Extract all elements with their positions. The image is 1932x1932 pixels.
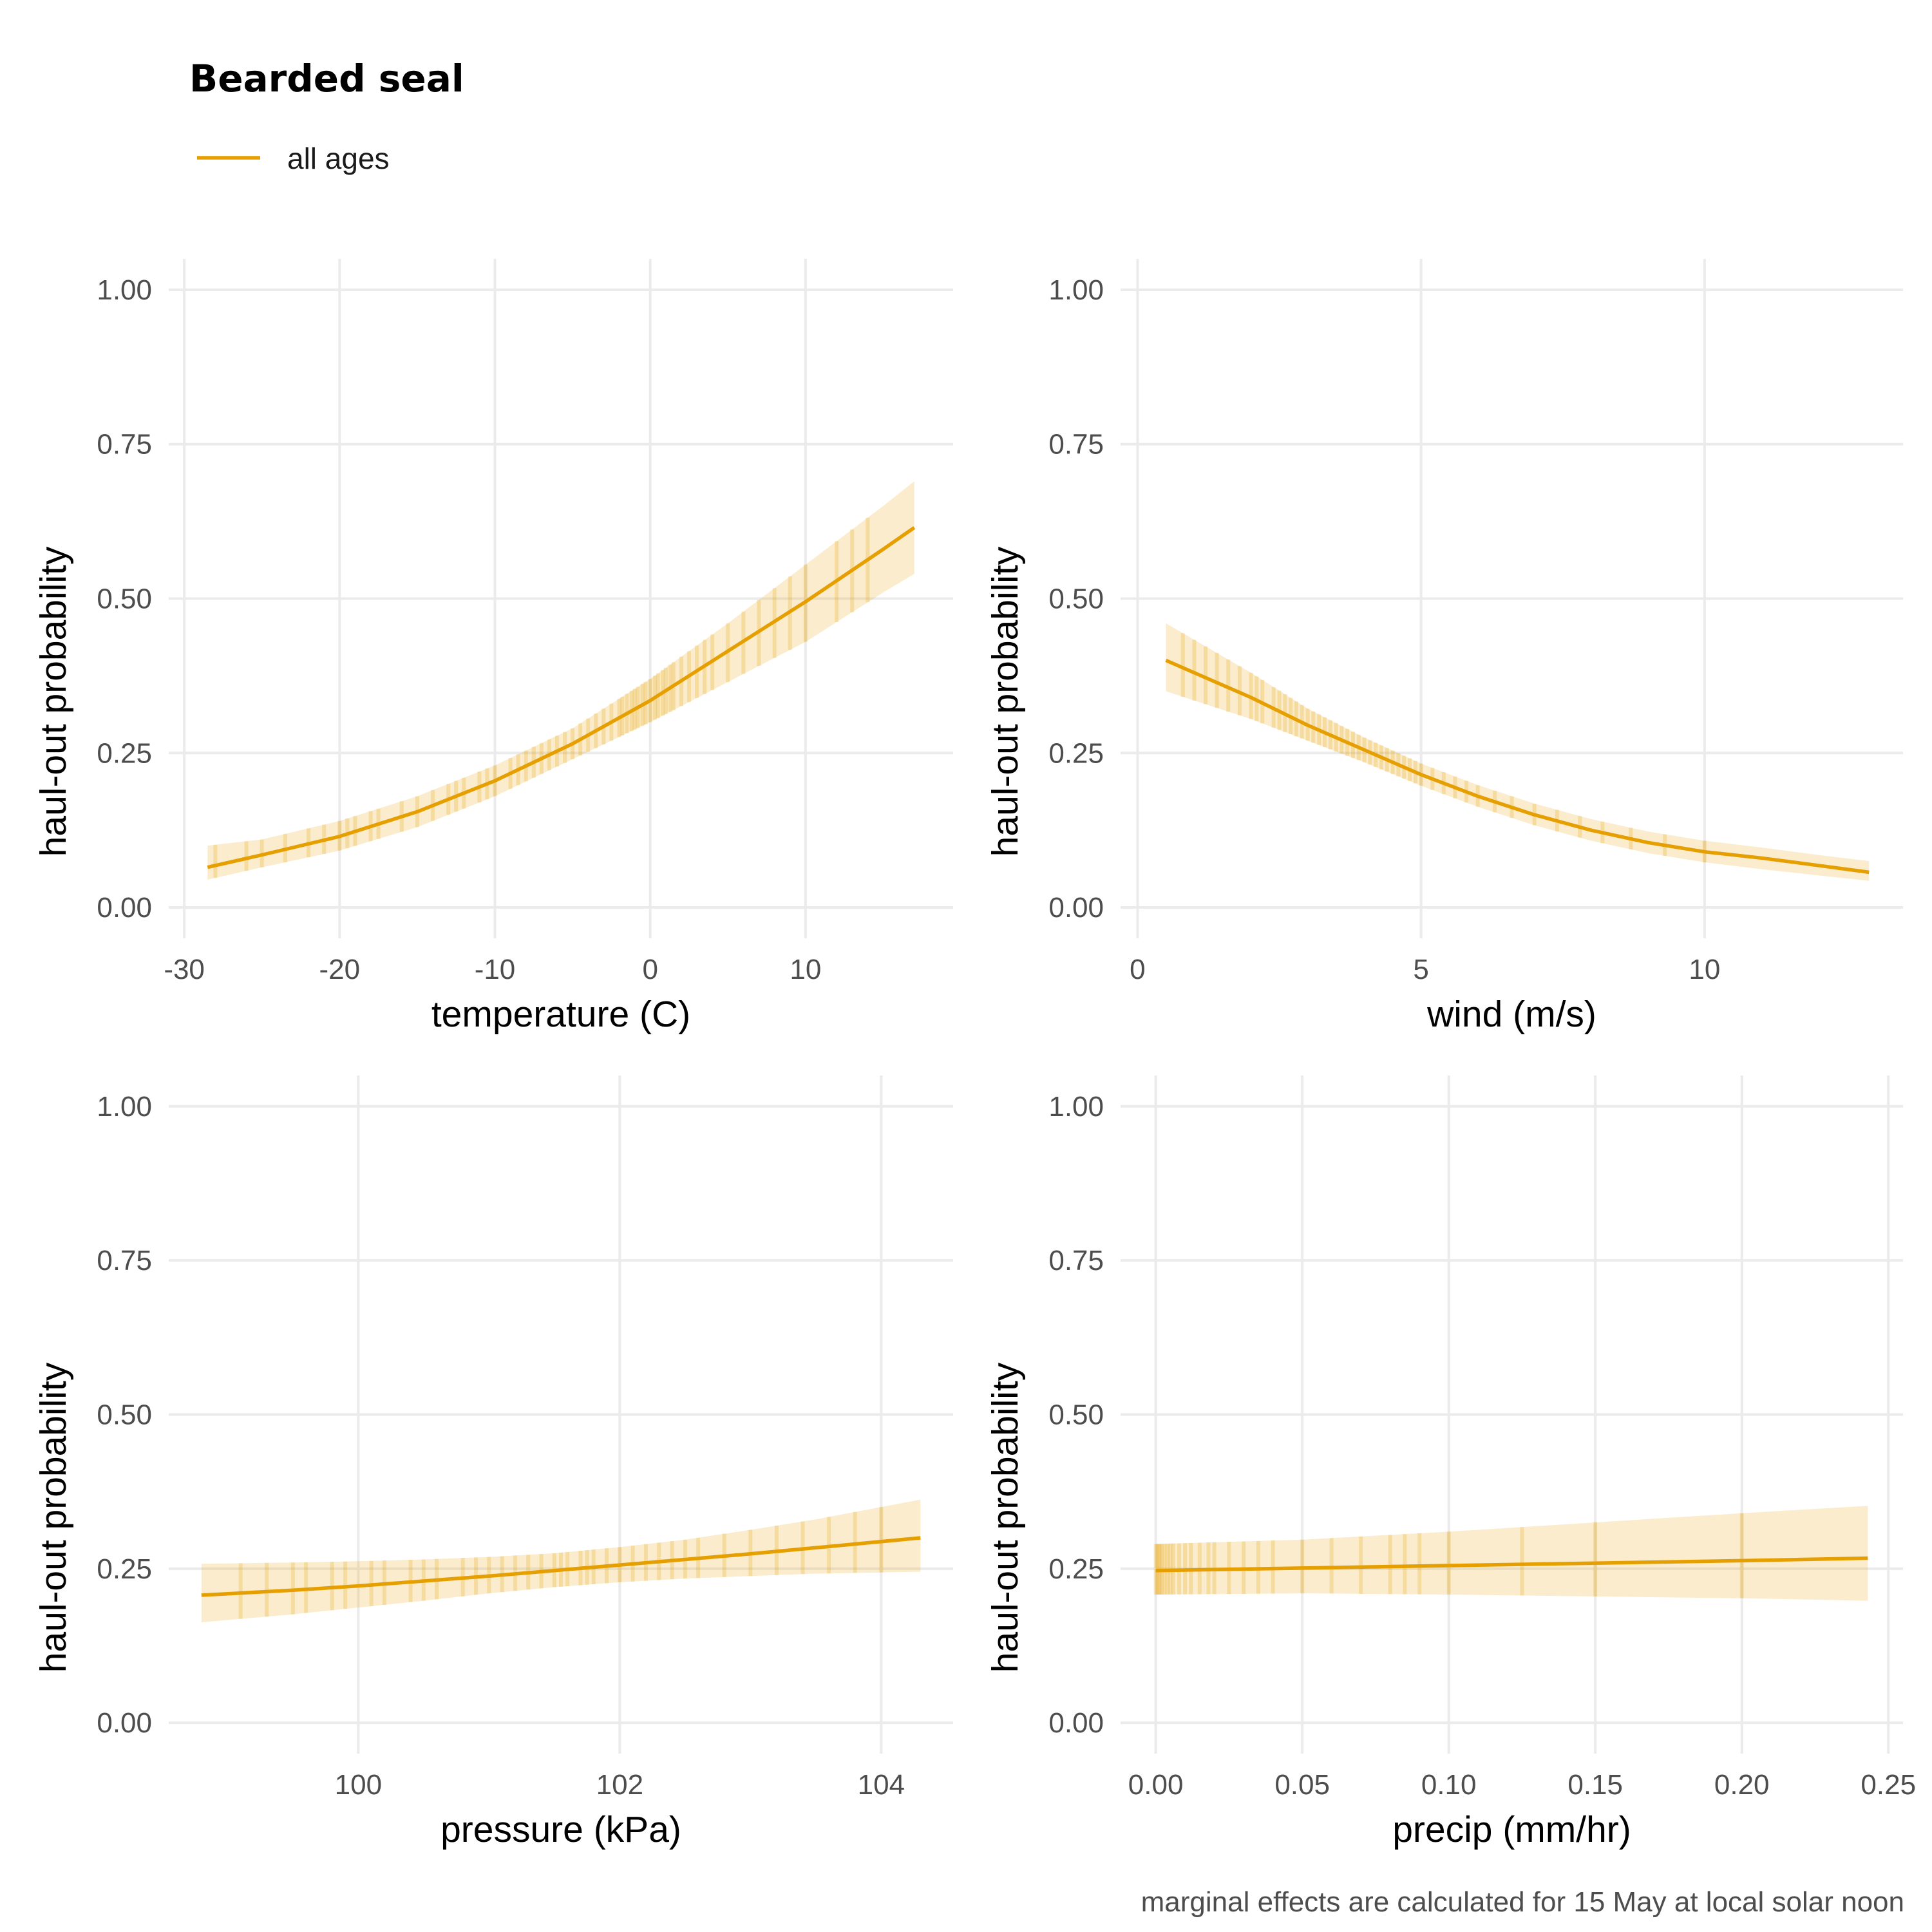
y-tick-label: 0.25	[1048, 1553, 1104, 1585]
x-tick-label: 5	[1413, 954, 1428, 985]
y-tick-label: 0.50	[97, 583, 152, 615]
x-axis-title: pressure (kPa)	[440, 1809, 681, 1850]
y-tick-label: 0.00	[1048, 892, 1104, 923]
confidence-band	[207, 481, 914, 880]
confidence-band	[1166, 623, 1870, 881]
x-tick-label: 10	[1689, 954, 1720, 985]
y-tick-label: 0.25	[1048, 737, 1104, 769]
y-tick-label: 0.25	[97, 737, 152, 769]
x-tick-label: 0.00	[1128, 1769, 1184, 1801]
x-tick-label: 102	[596, 1769, 643, 1801]
y-tick-label: 0.00	[97, 1707, 152, 1739]
x-tick-label: -30	[164, 954, 205, 985]
y-tick-label: 1.00	[1048, 1091, 1104, 1122]
y-tick-label: 0.25	[97, 1553, 152, 1585]
fitted-line	[201, 1536, 921, 1597]
y-tick-label: 1.00	[97, 1091, 152, 1122]
y-tick-label: 0.75	[1048, 429, 1104, 460]
y-tick-label: 0.75	[97, 1245, 152, 1276]
y-tick-label: 1.00	[97, 274, 152, 306]
panel-1: 0.00 0.25 0.50 0.75 1.00 -30 -20 -10 0 10 temperat…	[33, 259, 953, 1035]
x-tick-label: 0.10	[1421, 1769, 1477, 1801]
panel-4: 0.00 0.25 0.50 0.75 1.00 0.00 0.05 0.10 0.15 0.20…	[985, 1075, 1916, 1850]
y-axis-title: haul-out probability	[33, 546, 74, 857]
legend-label: all ages	[287, 142, 390, 175]
y-tick-label: 0.75	[1048, 1245, 1104, 1276]
panel-2: 0.00 0.25 0.50 0.75 1.00 0 5 10 wind (m/s) haul-o…	[985, 259, 1903, 1035]
x-tick-label: -20	[319, 954, 361, 985]
y-tick-label: 0.00	[1048, 1707, 1104, 1739]
x-tick-label: 0.20	[1714, 1769, 1770, 1801]
x-axis-title: temperature (C)	[431, 994, 690, 1035]
x-axis-title: wind (m/s)	[1426, 994, 1596, 1035]
x-tick-label: -10	[475, 954, 516, 985]
legend-title: Bearded seal	[189, 57, 464, 100]
x-tick-label: 0.15	[1567, 1769, 1623, 1801]
y-tick-label: 1.00	[1048, 274, 1104, 306]
fitted-line	[1155, 1556, 1868, 1573]
x-tick-label: 0.25	[1861, 1769, 1916, 1801]
fitted-line	[1165, 658, 1870, 875]
y-tick-label: 0.50	[1048, 1399, 1104, 1431]
x-tick-label: 100	[335, 1769, 382, 1801]
x-axis-title: precip (mm/hr)	[1392, 1809, 1631, 1850]
y-axis-title: haul-out probability	[33, 1362, 74, 1672]
x-tick-label: 0	[1130, 954, 1145, 985]
panel-3: 0.00 0.25 0.50 0.75 1.00 100 102 104 pressure (k…	[33, 1075, 953, 1850]
y-tick-label: 0.75	[97, 429, 152, 460]
x-tick-label: 104	[858, 1769, 905, 1801]
confidence-band	[1155, 1506, 1868, 1601]
y-axis-title: haul-out probability	[985, 546, 1026, 857]
panels: 0.00 0.25 0.50 0.75 1.00 -30 -20 -10 0 10 temperat…	[33, 259, 1916, 1850]
x-tick-label: 0.05	[1274, 1769, 1330, 1801]
y-tick-label: 0.00	[97, 892, 152, 923]
y-tick-label: 0.50	[97, 1399, 152, 1431]
caption: marginal effects are calculated for 15 M…	[1141, 1886, 1904, 1918]
x-tick-label: 0	[642, 954, 658, 985]
y-tick-label: 0.50	[1048, 583, 1104, 615]
y-axis-title: haul-out probability	[985, 1362, 1026, 1672]
confidence-band	[201, 1499, 921, 1623]
x-tick-label: 10	[790, 954, 821, 985]
fitted-line	[207, 526, 916, 869]
